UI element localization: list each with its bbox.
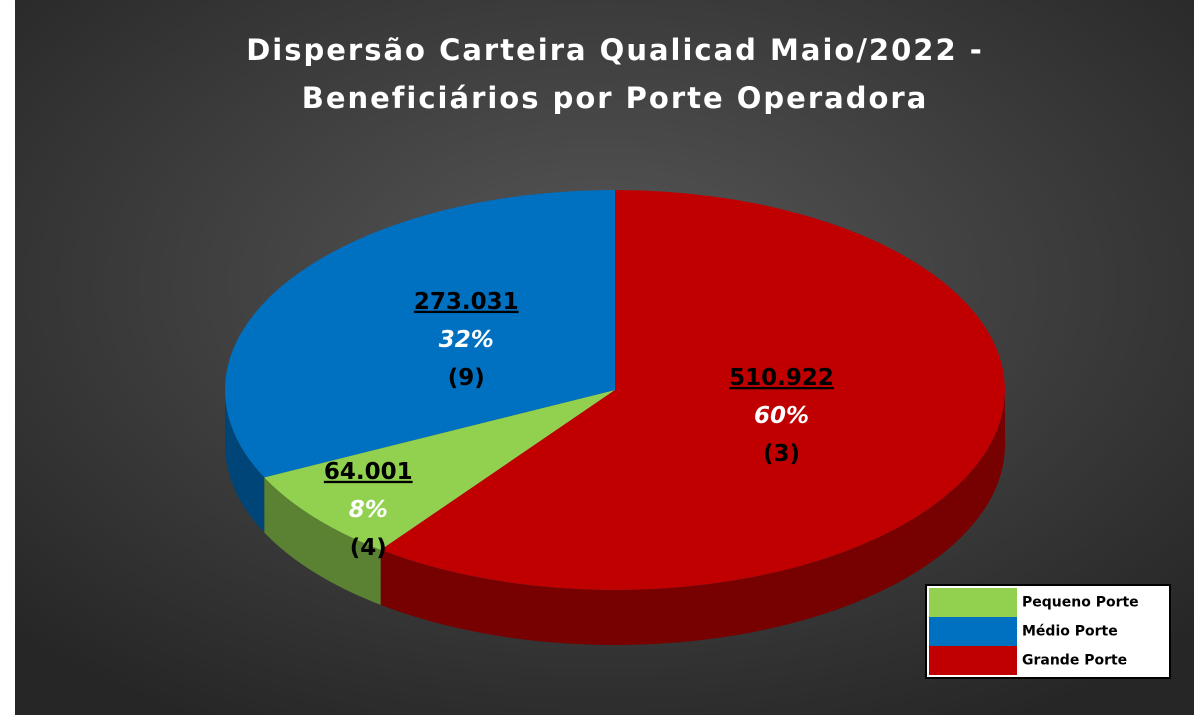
pie-slice [380,190,1005,590]
chart-subtitle: Beneficiários por Porte Operadora [302,81,929,115]
pie-slice-side [264,477,381,605]
legend: Pequeno Porte Médio Porte Grande Porte [925,584,1171,679]
pie-slice [264,390,615,550]
legend-swatch [929,588,1017,617]
count-label: (9) [448,365,485,391]
percentage-label: 60% [754,403,809,429]
pie-slice-side [225,390,265,533]
legend-label: Grande Porte [1022,653,1127,669]
legend-label: Pequeno Porte [1022,595,1139,611]
pie-slice-side [380,390,1005,645]
count-label: (4) [350,535,387,561]
legend-swatch [929,617,1017,646]
chart-title: Dispersão Carteira Qualicad Maio/2022 - [246,33,984,67]
percentage-label: 32% [439,327,494,353]
data-labels: 64.001 8% (4) 273.031 32% (9) 510.922 60% (3) [324,289,834,561]
count-label: (3) [763,441,800,467]
percentage-label: 8% [349,497,388,523]
pie-slice [225,190,615,478]
value-label: 64.001 [324,459,413,485]
value-label: 273.031 [414,289,519,315]
legend-swatch [929,646,1017,675]
legend-label: Médio Porte [1022,624,1118,640]
value-label: 510.922 [729,365,834,391]
pie [225,190,1005,645]
